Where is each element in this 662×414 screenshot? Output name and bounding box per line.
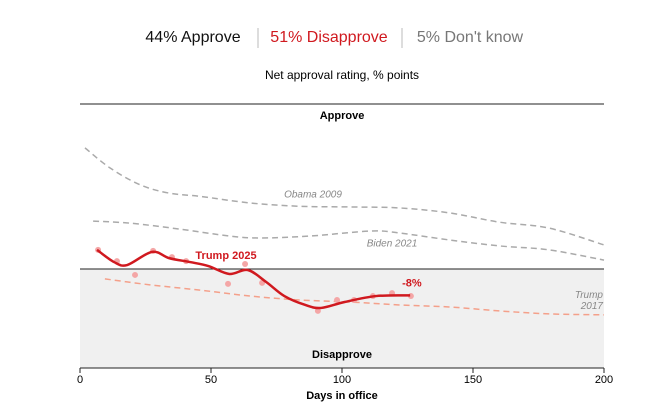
series-line [96, 248, 411, 310]
poll-dot [225, 280, 232, 287]
x-axis-label: Days in office [306, 390, 378, 402]
poll-dot [314, 307, 321, 314]
series-label: Trump 2017 [574, 290, 603, 312]
chart-title: Net approval rating, % points [265, 68, 419, 82]
annotation: Disapprove [312, 349, 372, 361]
x-tick-label: 150 [464, 374, 482, 386]
summary-stat: 44% Approve [145, 29, 240, 46]
disapprove-area [80, 269, 604, 368]
end-value-label: -8% [402, 277, 422, 289]
series-label: Obama 2009 [284, 190, 342, 201]
poll-dot [334, 297, 341, 304]
series-line [93, 220, 605, 261]
summary-stat: 51% Disapprove [270, 29, 388, 46]
series-label: Trump 2025 [195, 250, 256, 262]
x-tick-label: 100 [333, 374, 351, 386]
summary-stat: 5% Don't know [417, 29, 524, 46]
series-line [84, 147, 605, 246]
x-tick-label: 50 [205, 374, 217, 386]
series-label: Biden 2021 [367, 239, 418, 250]
x-tick-label: 0 [77, 374, 83, 386]
annotation: Approve [320, 110, 365, 122]
poll-dot [132, 271, 139, 278]
series-line [104, 278, 605, 316]
poll-dot [242, 261, 249, 268]
x-tick-label: 200 [595, 374, 613, 386]
